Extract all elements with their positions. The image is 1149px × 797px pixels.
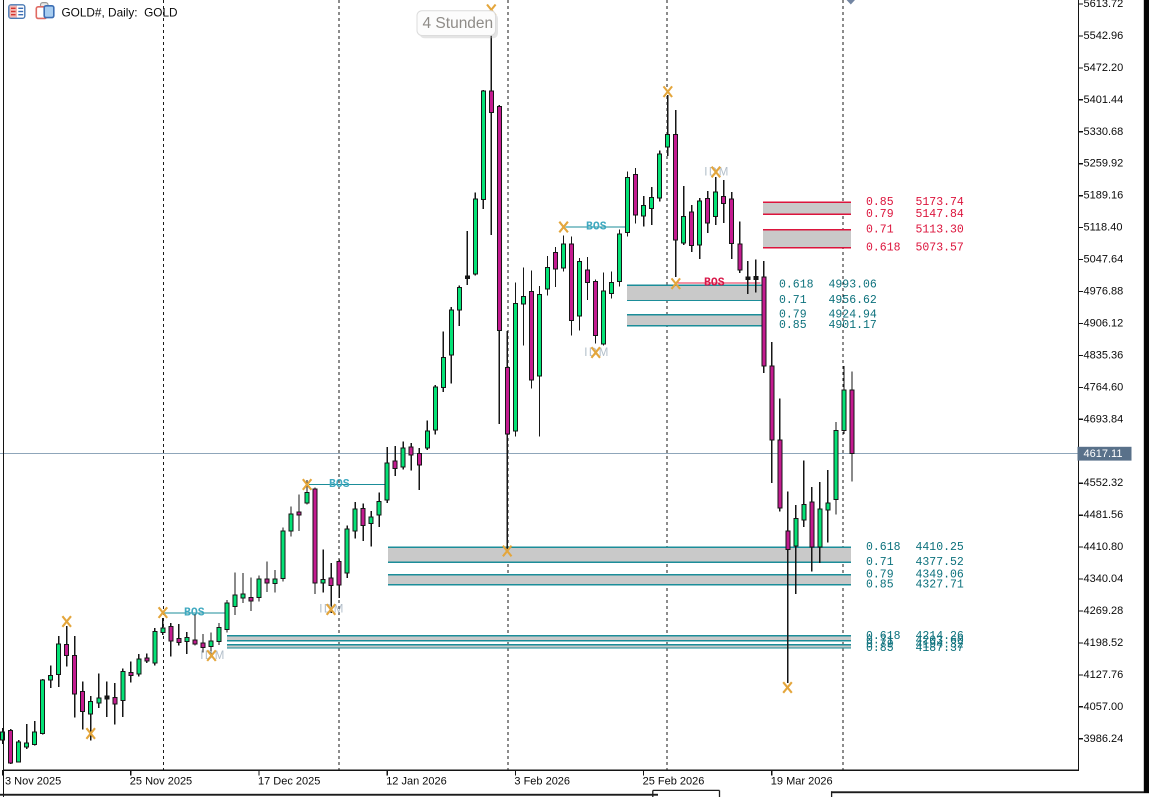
svg-text:5173.74: 5173.74 [916,196,964,209]
svg-text:4956.62: 4956.62 [829,294,877,307]
svg-text:0.71: 0.71 [866,224,894,237]
svg-text:4976.88: 4976.88 [1084,286,1124,298]
svg-text:4410.80: 4410.80 [1084,541,1124,553]
svg-text:3 Feb 2026: 3 Feb 2026 [514,776,570,788]
svg-text:4203.60: 4203.60 [916,635,964,648]
svg-text:3 Nov 2025: 3 Nov 2025 [5,776,61,788]
svg-text:12 Jan 2026: 12 Jan 2026 [386,776,447,788]
svg-text:5472.20: 5472.20 [1084,62,1124,74]
svg-text:0.79: 0.79 [779,308,807,321]
svg-text:0.618: 0.618 [866,242,901,255]
svg-text:4340.04: 4340.04 [1084,573,1124,585]
svg-text:0.71: 0.71 [866,556,894,569]
svg-text:BOS: BOS [329,478,350,491]
svg-text:BOS: BOS [184,607,205,620]
svg-text:BOS: BOS [704,277,725,290]
svg-text:BOS: BOS [586,221,607,234]
svg-text:4993.06: 4993.06 [829,278,877,291]
svg-text:0.85: 0.85 [866,642,894,655]
svg-text:0.79: 0.79 [866,639,894,652]
svg-text:4835.36: 4835.36 [1084,349,1124,361]
svg-text:0.71: 0.71 [779,294,807,307]
svg-text:4901.17: 4901.17 [829,319,877,332]
svg-text:4617.11: 4617.11 [1084,448,1123,460]
svg-text:17 Dec 2025: 17 Dec 2025 [258,776,320,788]
svg-text:4057.00: 4057.00 [1084,701,1124,713]
svg-text:0.618: 0.618 [866,541,901,554]
svg-text:5073.57: 5073.57 [916,242,964,255]
svg-text:0.79: 0.79 [866,569,894,582]
svg-text:4187.37: 4187.37 [916,642,964,655]
svg-text:4410.25: 4410.25 [916,541,964,554]
svg-text:4127.76: 4127.76 [1084,669,1124,681]
svg-text:25 Nov 2025: 25 Nov 2025 [130,776,192,788]
svg-text:19 Mar 2026: 19 Mar 2026 [771,776,833,788]
svg-text:4269.28: 4269.28 [1084,605,1124,617]
svg-text:4906.12: 4906.12 [1084,317,1124,329]
svg-text:5118.40: 5118.40 [1084,222,1123,234]
svg-text:5047.64: 5047.64 [1084,254,1124,266]
svg-text:0.71: 0.71 [866,635,894,648]
svg-text:0.85: 0.85 [866,196,894,209]
svg-text:0.618: 0.618 [779,278,814,291]
svg-text:4481.56: 4481.56 [1084,509,1124,521]
svg-text:4198.52: 4198.52 [1084,637,1124,649]
svg-text:4924.94: 4924.94 [829,308,877,321]
svg-text:4693.84: 4693.84 [1084,413,1124,425]
svg-text:4214.26: 4214.26 [916,630,964,643]
svg-text:0.85: 0.85 [866,579,894,592]
svg-text:4327.71: 4327.71 [916,579,964,592]
svg-text:5401.44: 5401.44 [1084,94,1124,106]
svg-text:5542.96: 5542.96 [1084,30,1124,42]
svg-text:4764.60: 4764.60 [1084,381,1124,393]
svg-text:5147.84: 5147.84 [916,208,964,221]
svg-text:0.79: 0.79 [866,208,894,221]
svg-text:GOLD#, Daily: GOLD: GOLD#, Daily: GOLD [62,5,178,19]
svg-text:25 Feb 2026: 25 Feb 2026 [643,776,705,788]
svg-text:5613.72: 5613.72 [1084,0,1124,10]
svg-text:3986.24: 3986.24 [1084,733,1124,745]
svg-text:4349.06: 4349.06 [916,569,964,582]
svg-text:0.85: 0.85 [779,319,807,332]
svg-text:5113.30: 5113.30 [916,224,964,237]
svg-text:0.618: 0.618 [866,630,901,643]
svg-text:4552.32: 4552.32 [1084,477,1124,489]
svg-text:4194.32: 4194.32 [916,639,964,652]
svg-text:4 Stunden: 4 Stunden [423,15,494,32]
svg-text:5259.92: 5259.92 [1084,158,1124,170]
svg-text:5330.68: 5330.68 [1084,126,1124,138]
svg-text:5189.16: 5189.16 [1084,190,1124,202]
svg-text:4377.52: 4377.52 [916,556,964,569]
